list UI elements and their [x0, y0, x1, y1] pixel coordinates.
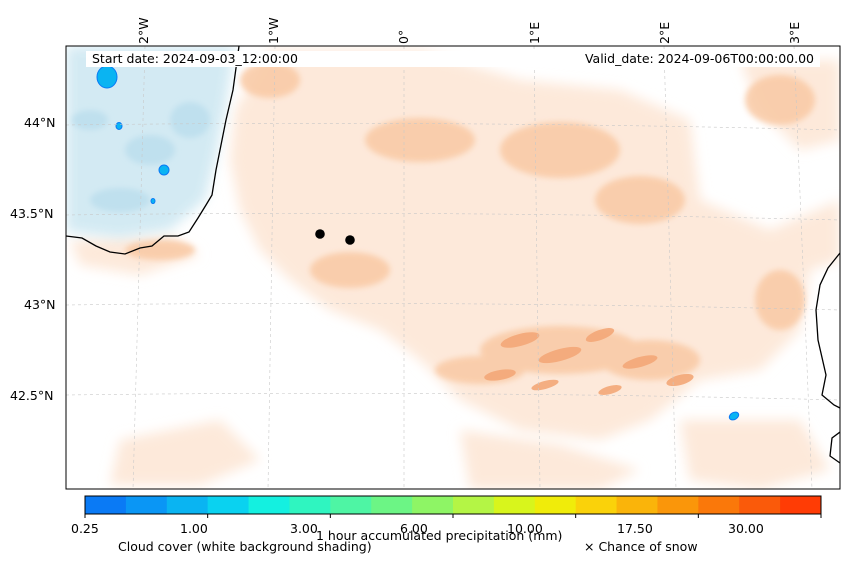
colorbar-segment — [289, 496, 331, 514]
colorbar-segment — [125, 496, 168, 514]
lon-label-3e: 3°E — [787, 21, 802, 44]
colorbar-tick-2: 3.00 — [290, 521, 318, 536]
precipitation-medium — [125, 62, 815, 384]
header-band — [86, 51, 820, 67]
colorbar-tick-0: 0.25 — [71, 521, 99, 536]
cloud-patches — [72, 102, 210, 212]
colorbar-segment — [780, 496, 822, 514]
valid-date-label: Valid_date: 2024-09-06T00:00:00.00 — [584, 51, 814, 66]
colorbar-segment — [453, 496, 495, 514]
station-marker-2 — [345, 235, 355, 245]
lon-label-2e: 2°E — [657, 21, 672, 44]
colorbar-segment — [616, 496, 658, 514]
colorbar-segment — [207, 496, 250, 514]
colorbar-segment — [493, 496, 536, 514]
station-marker-1 — [315, 229, 325, 239]
precipitation-streaks — [484, 328, 694, 395]
colorbar-tick-3: 6.00 — [400, 521, 428, 536]
lat-label-43n: 43°N — [24, 297, 56, 312]
colorbar-tick-4: 10.00 — [507, 521, 543, 536]
coastline — [66, 46, 840, 464]
graticule — [66, 46, 840, 489]
colorbar — [84, 495, 822, 518]
start-date-label: Start date: 2024-09-03_12:00:00 — [92, 51, 298, 66]
lon-label-0: 0° — [396, 29, 411, 44]
colorbar-segment — [166, 496, 209, 514]
station-markers — [315, 229, 355, 245]
cloud-cover-legend: Cloud cover (white background shading) — [118, 539, 372, 554]
lat-label-43-5n: 43.5°N — [10, 206, 54, 221]
colorbar-segment — [330, 496, 372, 514]
colorbar-segment — [248, 496, 290, 514]
lon-label-1w: 1°W — [266, 17, 281, 44]
lat-label-42-5n: 42.5°N — [10, 388, 54, 403]
map-area — [66, 46, 840, 489]
colorbar-tick-5: 17.50 — [617, 521, 653, 536]
colorbar-segment — [657, 496, 699, 514]
colorbar-segment — [698, 496, 740, 514]
map-border — [65, 45, 841, 490]
colorbar-segment — [371, 496, 413, 514]
snow-legend: × Chance of snow — [584, 539, 698, 554]
colorbar-segment — [739, 496, 781, 514]
lon-label-2w: 2°W — [136, 17, 151, 44]
precipitation-cells — [96, 65, 740, 421]
colorbar-segment — [534, 496, 577, 514]
colorbar-tick-6: 30.00 — [728, 521, 764, 536]
lon-label-1e: 1°E — [527, 21, 542, 44]
colorbar-title: 1 hour accumulated precipitation (mm) — [316, 528, 563, 543]
colorbar-segment — [575, 496, 618, 514]
colorbar-segment — [85, 496, 127, 514]
lat-label-44n: 44°N — [24, 115, 56, 130]
colorbar-tick-1: 1.00 — [180, 521, 208, 536]
colorbar-segment — [412, 496, 454, 514]
